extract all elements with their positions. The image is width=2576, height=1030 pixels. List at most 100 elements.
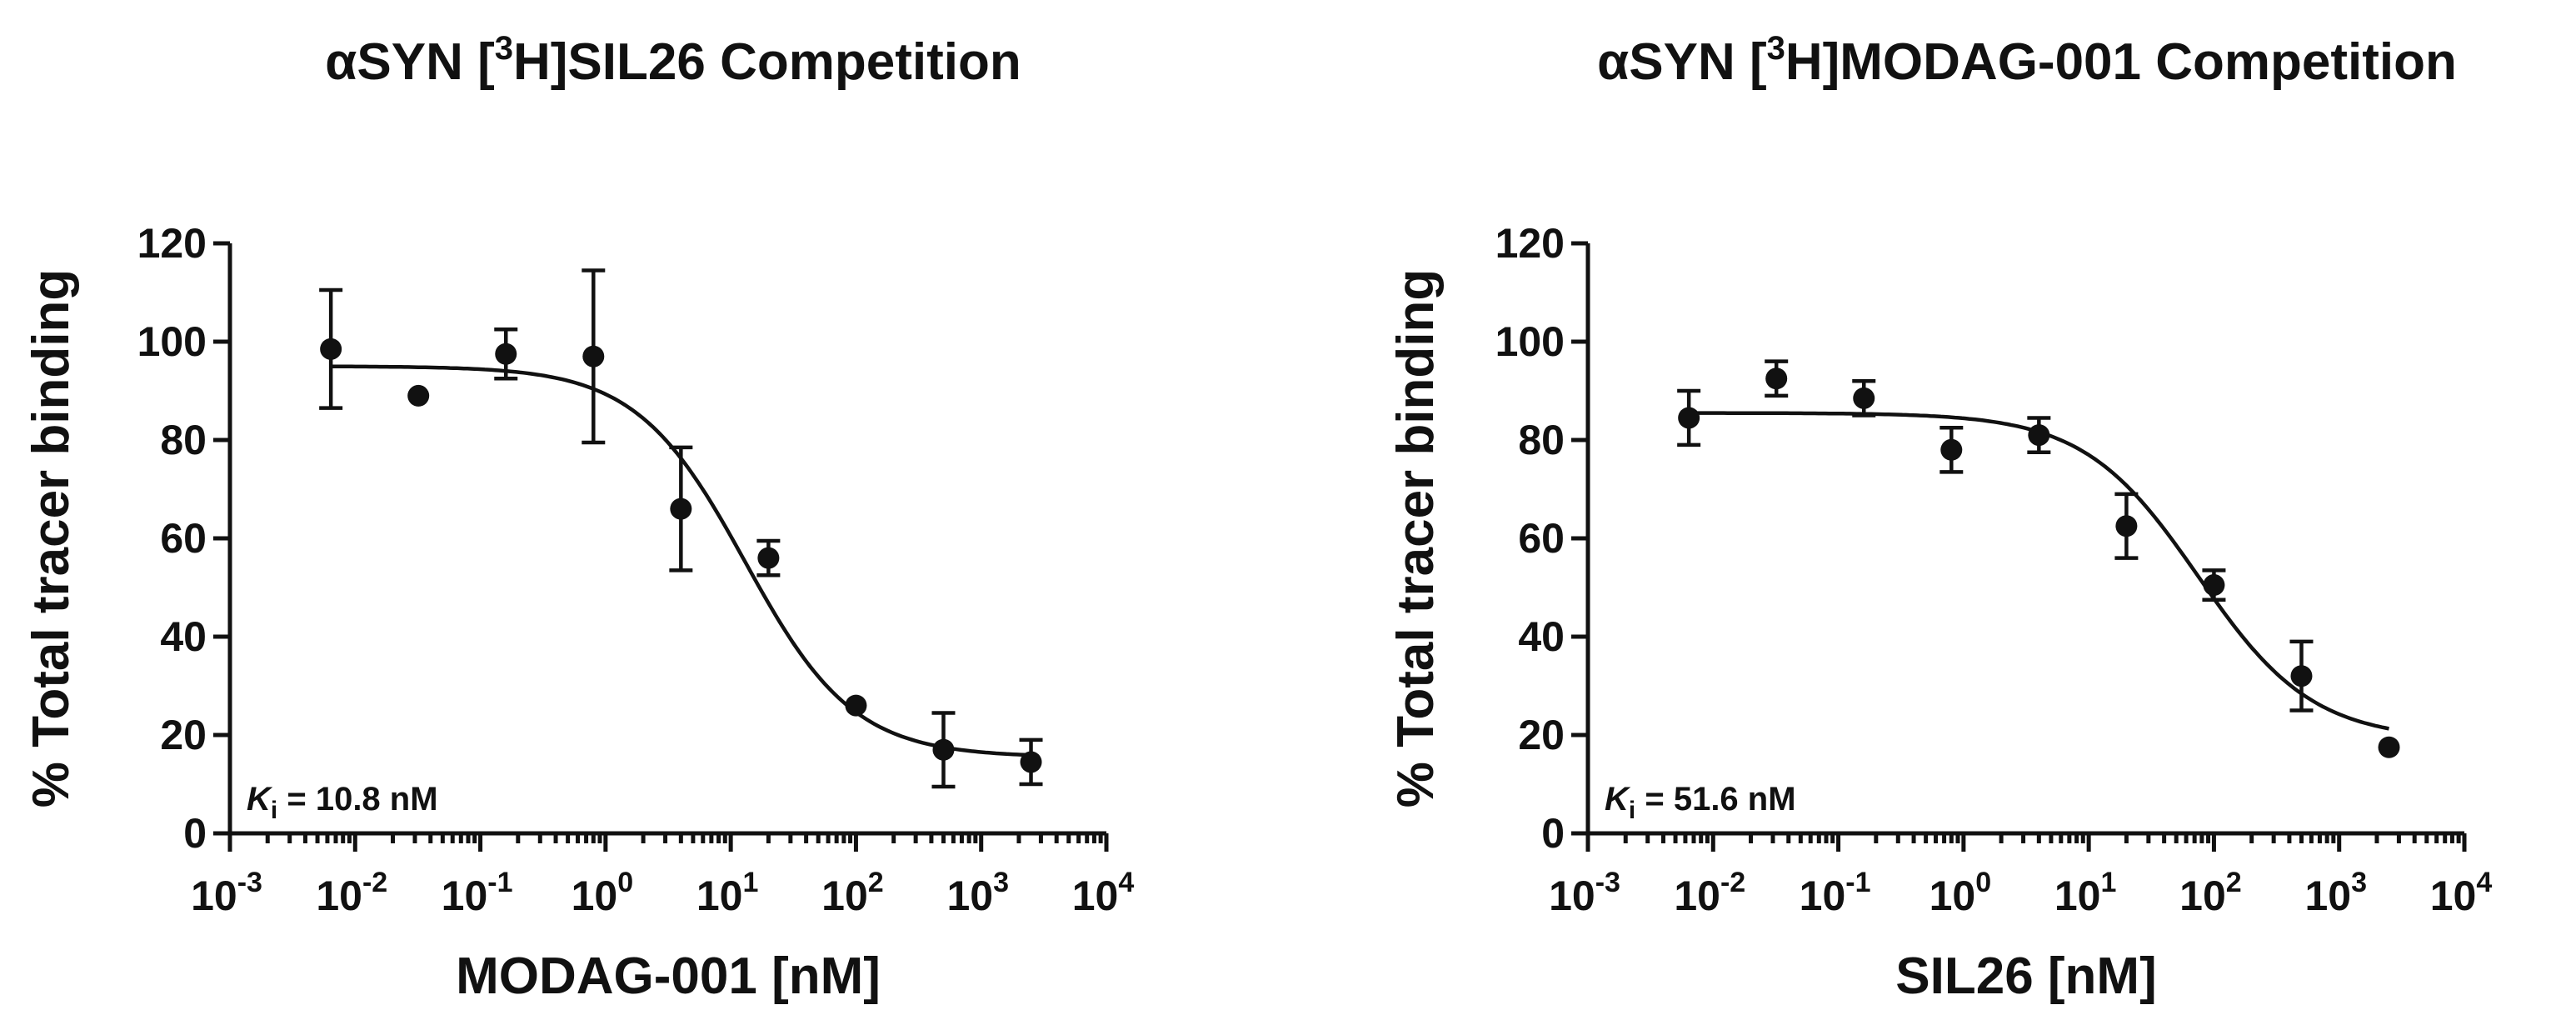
chart-title-superscript: 3 [495,30,513,67]
x-tick-label-base: 10 [572,872,618,919]
x-tick-label-exponent: 2 [868,867,884,898]
x-tick-label-base: 10 [442,872,488,919]
data-point [2203,574,2225,597]
x-tick-label-base: 10 [1930,872,1976,919]
y-axis-title: % Total tracer binding [22,269,80,808]
x-tick-label-base: 10 [1800,872,1846,919]
x-tick-label-base: 10 [2179,872,2226,919]
data-point [932,738,955,761]
data-point [495,342,517,365]
x-tick-label: 102 [821,867,884,919]
x-tick-label-base: 10 [821,872,868,919]
x-tick-label-exponent: 1 [742,867,758,898]
data-point [2378,736,2400,758]
ki-annotation-subscript: i [271,797,277,824]
x-tick-label-exponent: 0 [617,867,633,898]
chart-title-suffix: H]SIL26 Competition [513,33,1021,91]
ki-annotation-subscript: i [1629,797,1635,824]
chart-2: αSYN [3H]MODAG-001 Competition0204060801… [1387,30,2492,1005]
x-tick-label-base: 10 [316,872,362,919]
y-tick-label: 120 [137,220,207,267]
ki-annotation: Ki = 51.6 nM [1605,781,1796,824]
chart-1: αSYN [3H]SIL26 Competition02040608010012… [22,30,1134,1005]
x-tick-label: 10-3 [1549,867,1620,919]
data-point [1853,387,1875,409]
chart-title-prefix: αSYN [ [325,33,494,91]
x-tick-label-exponent: 0 [1975,867,1991,898]
x-tick-label-base: 10 [946,872,993,919]
x-tick-label: 100 [1930,867,1992,919]
x-tick-label: 101 [2054,867,2117,919]
x-tick-label-exponent: -1 [487,867,512,898]
x-tick-label: 10-1 [1800,867,1871,919]
data-point [1020,751,1042,773]
ki-annotation-value: = 51.6 nM [1635,781,1795,818]
data-point [1940,438,1963,461]
y-tick-label: 60 [1518,515,1565,562]
chart-title-suffix: H]MODAG-001 Competition [1785,33,2457,91]
x-tick-label-base: 10 [1549,872,1595,919]
y-tick-label: 40 [160,613,207,660]
data-point [757,547,780,569]
data-point [320,338,342,360]
data-point [2115,515,2138,538]
y-tick-label: 40 [1518,613,1565,660]
x-tick-label-base: 10 [2304,872,2351,919]
x-tick-label-exponent: -2 [362,867,387,898]
data-point [407,384,430,407]
chart-title-prefix: αSYN [ [1597,33,1766,91]
y-tick-label: 0 [183,810,207,857]
x-tick-label-exponent: 2 [2226,867,2242,898]
data-point [582,345,605,368]
x-tick-label: 100 [572,867,634,919]
x-tick-label: 103 [2304,867,2367,919]
y-tick-label: 60 [160,515,207,562]
x-tick-label-exponent: 1 [2100,867,2116,898]
chart-title: αSYN [3H]MODAG-001 Competition [1597,30,2457,91]
x-tick-label-base: 10 [1072,872,1119,919]
x-tick-label-base: 10 [2430,872,2477,919]
x-tick-label-exponent: -2 [1720,867,1745,898]
x-tick-label: 103 [946,867,1009,919]
data-point [2290,665,2313,688]
chart-title-superscript: 3 [1767,30,1785,67]
x-tick-label-exponent: 4 [1118,867,1134,898]
x-tick-label-base: 10 [191,872,237,919]
y-tick-label: 20 [160,712,207,758]
x-tick-label-base: 10 [1674,872,1720,919]
x-axis-title: MODAG-001 [nM] [456,948,881,1005]
fit-curve [1689,411,2389,731]
ki-annotation-symbol: K [1605,781,1631,818]
x-tick-label: 10-3 [191,867,262,919]
y-tick-label: 80 [160,417,207,463]
x-tick-label: 104 [1072,867,1135,919]
x-tick-label-exponent: -3 [1595,867,1620,898]
y-tick-label: 100 [137,318,207,365]
x-tick-label-base: 10 [2054,872,2101,919]
data-point [670,498,692,520]
y-tick-label: 0 [1541,810,1565,857]
y-tick-label: 80 [1518,417,1565,463]
y-tick-label: 120 [1495,220,1565,267]
x-tick-label: 10-2 [1674,867,1745,919]
x-tick-label-exponent: 3 [2351,867,2367,898]
ki-annotation-symbol: K [247,781,273,818]
y-axis-title: % Total tracer binding [1387,269,1445,808]
ki-annotation-value: = 10.8 nM [277,781,437,818]
ki-annotation: Ki = 10.8 nM [247,781,438,824]
x-tick-label-base: 10 [696,872,743,919]
x-tick-label: 10-1 [442,867,513,919]
x-axis-title: SIL26 [nM] [1895,948,2156,1005]
x-tick-label: 10-2 [316,867,387,919]
x-tick-label-exponent: -3 [237,867,262,898]
data-point [1678,407,1700,429]
x-tick-label: 101 [696,867,759,919]
y-tick-label: 20 [1518,712,1565,758]
data-point [845,694,867,717]
x-tick-label-exponent: 4 [2476,867,2492,898]
chart-title: αSYN [3H]SIL26 Competition [325,30,1021,91]
data-point [1765,368,1788,390]
data-point [2028,424,2050,447]
x-tick-label: 102 [2179,867,2242,919]
